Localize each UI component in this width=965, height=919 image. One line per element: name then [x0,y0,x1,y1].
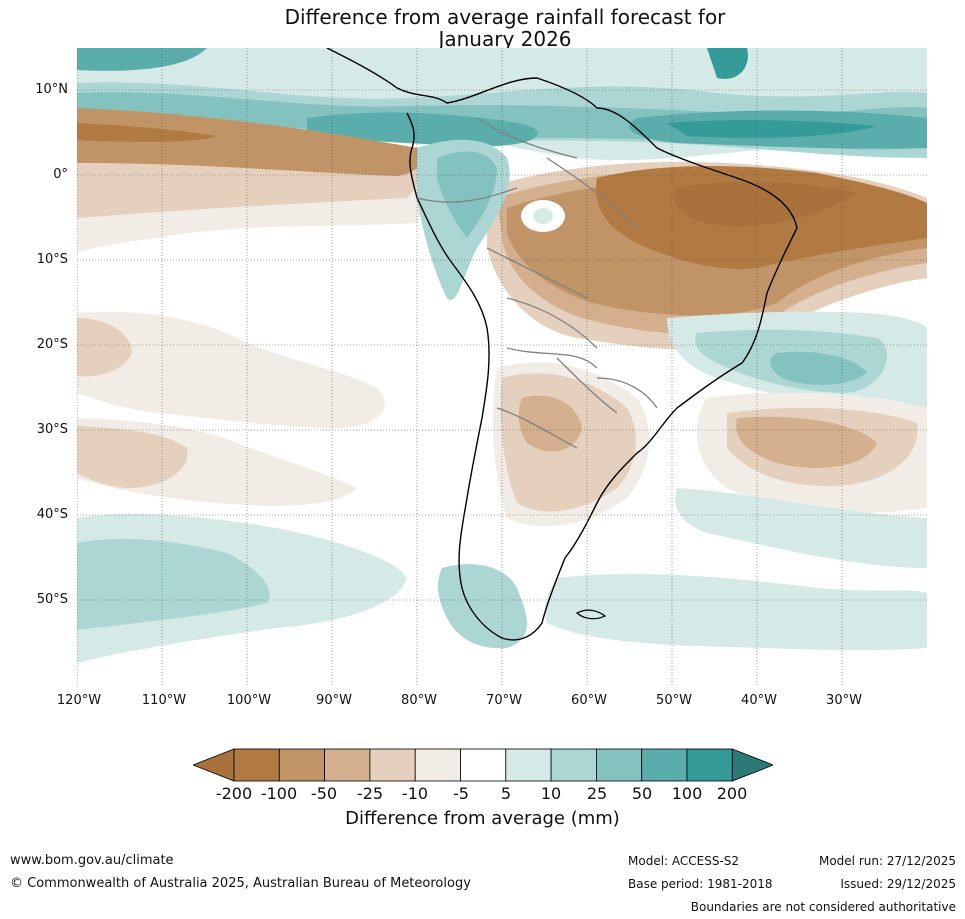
footer-copyright: © Commonwealth of Australia 2025, Austra… [10,876,471,891]
legend-tick: 10 [540,784,562,803]
legend-cell [550,748,597,782]
legend-tick: -25 [356,784,384,803]
footer-disclaimer: Boundaries are not considered authoritat… [690,900,956,914]
lon-label: 120°W [56,693,102,708]
wet-spot-amazon-core [533,208,553,224]
lon-label: 70°W [486,693,522,708]
wet-band-north-max [667,120,877,138]
wet-south-band-east [545,573,927,651]
lat-label: 10°N [35,82,68,97]
legend-cell [414,748,461,782]
legend-tick: -50 [310,784,338,803]
wet-top-left [77,48,207,71]
chart-title-line2: January 2026 [438,27,572,51]
legend-tick: 25 [586,784,608,803]
lon-label: 100°W [226,693,272,708]
graticule [77,48,927,686]
lon-label: 60°W [571,693,607,708]
legend-cell [460,748,507,782]
rainfall-anomaly-map [77,48,927,686]
legend-tick: -200 [215,784,253,803]
footer-base-period: Base period: 1981-2018 [628,877,773,891]
legend-cell [686,748,733,782]
wet-south-band-east2 [675,488,927,568]
wet-south-band-west-mid [77,538,270,630]
legend-title: Difference from average (mm) [345,808,620,829]
legend-tick: 200 [716,784,748,803]
dry-band-west-core [77,108,421,176]
legend-tick: 100 [671,784,703,803]
legend-cell-below-min [193,748,235,782]
legend-tick: 5 [500,784,512,803]
dry-southern-cone-core [518,395,582,452]
coastline-sa [326,48,798,641]
legend-cell-above-max [731,748,773,782]
dry-se-pacific-4 [77,318,132,377]
lat-label: 40°S [36,507,68,522]
legend-cell [324,748,371,782]
legend-cell [278,748,326,782]
dry-se-pacific-3 [77,426,188,488]
dry-band-west-peak [77,123,217,142]
footer-url[interactable]: www.bom.gov.au/climate [10,853,174,868]
legend-tick: -5 [453,784,469,803]
lat-label: 50°S [36,592,68,607]
lat-label: 10°S [36,252,68,267]
lat-label: 30°S [36,422,68,437]
lon-label: 30°W [826,693,862,708]
lon-label: 50°W [656,693,692,708]
footer-model-run: Model run: 27/12/2025 [818,854,956,868]
colorbar [193,748,773,782]
lat-label: 20°S [36,337,68,352]
lon-label: 110°W [141,693,187,708]
footer-model: Model: ACCESS-S2 [628,854,740,868]
dry-se-pacific [77,311,385,428]
lon-label: 80°W [401,693,437,708]
legend-cell [233,748,280,782]
legend-cell [505,748,552,782]
falkland-islands [575,609,607,620]
lon-label: 90°W [316,693,352,708]
map-canvas [77,48,927,686]
legend-tick: -100 [260,784,298,803]
lat-label: 0° [53,167,68,182]
wet-south-atlantic-peak [770,351,867,385]
wet-band-north-peak [307,112,538,147]
dry-brazil-max [674,181,857,227]
footer-issued: Issued: 29/12/2025 [840,877,956,891]
legend-cell [595,748,643,782]
chart-title-line1: Difference from average rainfall forecas… [284,5,726,29]
wet-andes-core [437,151,497,238]
legend-cell [641,748,688,782]
wet-top-right [707,48,748,79]
wet-south-band-patag [437,564,527,649]
legend-tick: 50 [631,784,653,803]
lon-label: 40°W [741,693,777,708]
legend-cell [369,748,416,782]
legend-tick: -10 [401,784,429,803]
